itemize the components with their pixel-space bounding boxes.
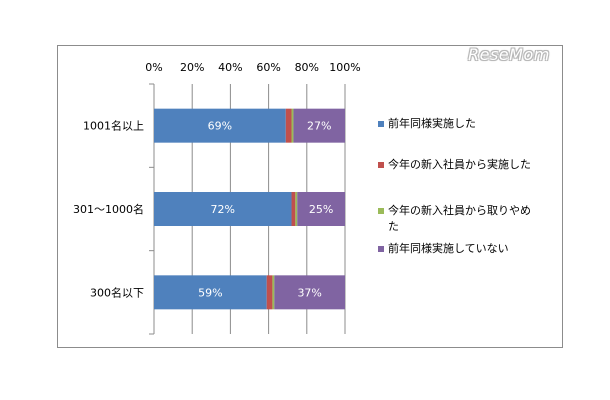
legend-swatch <box>378 121 384 127</box>
legend-swatch <box>378 208 384 214</box>
x-tick-label: 40% <box>218 61 242 74</box>
legend-item-implemented-last-year: 前年同様実施した <box>378 116 533 132</box>
bar-segment <box>291 108 294 143</box>
legend-label: 今年の新入社員から実施した <box>388 158 531 171</box>
data-label: 25% <box>309 203 333 216</box>
legend-swatch <box>378 246 384 252</box>
x-tick-label: 80% <box>295 61 319 74</box>
bar-segment <box>272 275 275 310</box>
x-tick-label: 60% <box>256 61 280 74</box>
data-label: 69% <box>208 120 232 133</box>
legend-item-stopped-this-year: 今年の新入社員から取りやめた <box>378 203 533 235</box>
legend-swatch <box>378 162 384 168</box>
category-label: 1001名以上 <box>83 119 144 133</box>
bar-segment <box>291 192 296 226</box>
watermark: ReseMom <box>468 45 550 64</box>
bar-segment <box>295 192 298 226</box>
legend-label: 前年同様実施していない <box>388 242 509 255</box>
legend-label: 今年の新入社員から取りやめた <box>388 204 531 233</box>
data-label: 37% <box>297 286 321 299</box>
x-tick-label: 0% <box>145 61 162 74</box>
bar-segment <box>154 275 267 310</box>
bar-segment <box>274 275 345 310</box>
category-label: 300名以下 <box>90 285 144 299</box>
x-tick-label: 100% <box>329 61 360 74</box>
bar-segment <box>266 275 273 310</box>
legend-item-not-implemented: 前年同様実施していない <box>378 241 533 257</box>
category-label: 301～1000名 <box>73 202 144 216</box>
x-tick-label: 20% <box>180 61 204 74</box>
bar-segment <box>154 192 292 226</box>
bar-segment <box>293 108 345 143</box>
data-label: 59% <box>198 286 222 299</box>
data-label: 27% <box>307 120 331 133</box>
bar-segment <box>297 192 345 226</box>
legend-item-started-this-year: 今年の新入社員から実施した <box>378 157 533 173</box>
legend-label: 前年同様実施した <box>388 117 476 130</box>
bar-segment <box>154 108 286 143</box>
bar-segment <box>285 108 292 143</box>
data-label: 72% <box>211 203 235 216</box>
